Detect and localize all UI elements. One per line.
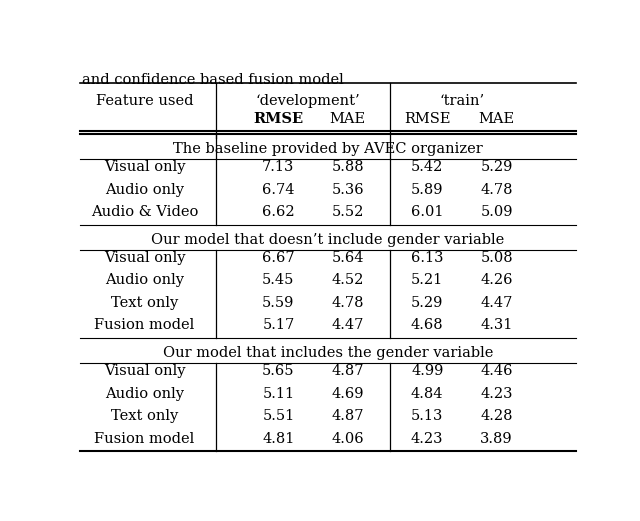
Text: Audio only: Audio only <box>105 183 184 197</box>
Text: Fusion model: Fusion model <box>94 431 195 445</box>
Text: 6.62: 6.62 <box>262 205 294 219</box>
Text: Audio only: Audio only <box>105 387 184 401</box>
Text: 5.13: 5.13 <box>411 409 444 423</box>
Text: 4.06: 4.06 <box>332 431 364 445</box>
Text: 4.99: 4.99 <box>411 364 444 378</box>
Text: 4.68: 4.68 <box>411 318 444 332</box>
Text: 5.59: 5.59 <box>262 296 294 310</box>
Text: 5.17: 5.17 <box>262 318 294 332</box>
Text: Feature used: Feature used <box>96 94 193 108</box>
Text: 4.84: 4.84 <box>411 387 444 401</box>
Text: 5.29: 5.29 <box>481 160 513 175</box>
Text: 4.69: 4.69 <box>332 387 364 401</box>
Text: RMSE: RMSE <box>253 112 303 126</box>
Text: 5.51: 5.51 <box>262 409 294 423</box>
Text: 6.13: 6.13 <box>411 251 444 265</box>
Text: 4.23: 4.23 <box>481 387 513 401</box>
Text: Text only: Text only <box>111 296 178 310</box>
Text: Our model that doesn’t include gender variable: Our model that doesn’t include gender va… <box>152 233 504 246</box>
Text: MAE: MAE <box>479 112 515 126</box>
Text: 5.89: 5.89 <box>411 183 444 197</box>
Text: Fusion model: Fusion model <box>94 318 195 332</box>
Text: MAE: MAE <box>330 112 366 126</box>
Text: 6.67: 6.67 <box>262 251 294 265</box>
Text: 4.52: 4.52 <box>332 274 364 288</box>
Text: 5.45: 5.45 <box>262 274 294 288</box>
Text: Our model that includes the gender variable: Our model that includes the gender varia… <box>163 346 493 360</box>
Text: Visual only: Visual only <box>104 251 185 265</box>
Text: 5.42: 5.42 <box>411 160 444 175</box>
Text: 5.88: 5.88 <box>332 160 364 175</box>
Text: 5.08: 5.08 <box>481 251 513 265</box>
Text: ‘train’: ‘train’ <box>439 94 484 108</box>
Text: 5.64: 5.64 <box>332 251 364 265</box>
Text: 5.29: 5.29 <box>411 296 444 310</box>
Text: 4.81: 4.81 <box>262 431 294 445</box>
Text: 4.26: 4.26 <box>481 274 513 288</box>
Text: 4.47: 4.47 <box>332 318 364 332</box>
Text: Audio & Video: Audio & Video <box>91 205 198 219</box>
Text: 5.09: 5.09 <box>481 205 513 219</box>
Text: 4.46: 4.46 <box>481 364 513 378</box>
Text: 5.36: 5.36 <box>332 183 364 197</box>
Text: 7.13: 7.13 <box>262 160 294 175</box>
Text: 4.78: 4.78 <box>332 296 364 310</box>
Text: 5.52: 5.52 <box>332 205 364 219</box>
Text: 4.47: 4.47 <box>481 296 513 310</box>
Text: 4.87: 4.87 <box>332 364 364 378</box>
Text: 4.28: 4.28 <box>481 409 513 423</box>
Text: 6.74: 6.74 <box>262 183 294 197</box>
Text: 4.31: 4.31 <box>481 318 513 332</box>
Text: 3.89: 3.89 <box>481 431 513 445</box>
Text: and confidence based fusion model: and confidence based fusion model <box>83 72 344 86</box>
Text: 6.01: 6.01 <box>411 205 444 219</box>
Text: Visual only: Visual only <box>104 160 185 175</box>
Text: 4.78: 4.78 <box>481 183 513 197</box>
Text: The baseline provided by AVEC organizer: The baseline provided by AVEC organizer <box>173 142 483 156</box>
Text: 5.21: 5.21 <box>411 274 444 288</box>
Text: 4.87: 4.87 <box>332 409 364 423</box>
Text: 5.11: 5.11 <box>262 387 294 401</box>
Text: Audio only: Audio only <box>105 274 184 288</box>
Text: Text only: Text only <box>111 409 178 423</box>
Text: 4.23: 4.23 <box>411 431 444 445</box>
Text: Visual only: Visual only <box>104 364 185 378</box>
Text: RMSE: RMSE <box>404 112 451 126</box>
Text: ‘development’: ‘development’ <box>256 94 360 108</box>
Text: 5.65: 5.65 <box>262 364 294 378</box>
